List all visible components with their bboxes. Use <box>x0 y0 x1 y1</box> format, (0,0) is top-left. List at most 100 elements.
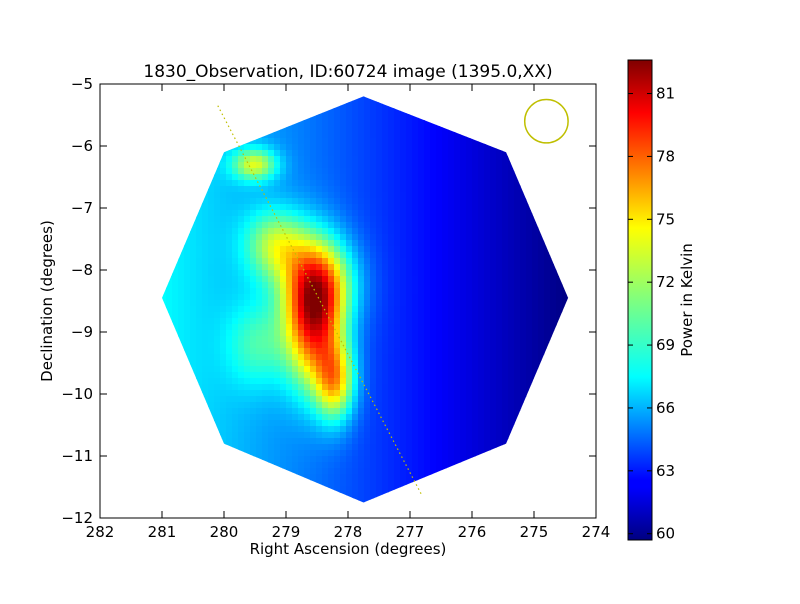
heatmap-cell <box>424 186 431 193</box>
heatmap-cell <box>574 168 581 175</box>
heatmap-cell <box>202 366 209 373</box>
heatmap-cell <box>358 432 365 439</box>
heatmap-cell <box>322 258 329 265</box>
heatmap-cell <box>142 96 149 103</box>
heatmap-cell <box>466 288 473 295</box>
heatmap-cell <box>346 204 353 211</box>
heatmap-cell <box>442 306 449 313</box>
heatmap-cell <box>460 300 467 307</box>
heatmap-cell <box>100 276 107 283</box>
heatmap-cell <box>184 96 191 103</box>
heatmap-cell <box>412 180 419 187</box>
heatmap-cell <box>394 168 401 175</box>
heatmap-cell <box>262 414 269 421</box>
heatmap-cell <box>292 408 299 415</box>
heatmap-cell <box>388 396 395 403</box>
heatmap-cell <box>574 324 581 331</box>
heatmap-cell <box>412 84 419 91</box>
heatmap-cell <box>250 324 257 331</box>
heatmap-cell <box>130 96 137 103</box>
heatmap-cell <box>538 366 545 373</box>
heatmap-cell <box>448 174 455 181</box>
heatmap-cell <box>340 432 347 439</box>
heatmap-cell <box>592 324 599 331</box>
heatmap-cell <box>310 354 317 361</box>
heatmap-cell <box>190 342 197 349</box>
heatmap-cell <box>286 108 293 115</box>
heatmap-cell <box>292 318 299 325</box>
heatmap-cell <box>280 180 287 187</box>
heatmap-cell <box>436 258 443 265</box>
heatmap-cell <box>352 228 359 235</box>
heatmap-cell <box>448 114 455 121</box>
heatmap-cell <box>274 318 281 325</box>
heatmap-cell <box>406 330 413 337</box>
heatmap-cell <box>346 252 353 259</box>
heatmap-cell <box>388 150 395 157</box>
heatmap-cell <box>430 150 437 157</box>
heatmap-cell <box>220 276 227 283</box>
heatmap-cell <box>478 216 485 223</box>
heatmap-cell <box>502 288 509 295</box>
heatmap-cell <box>250 420 257 427</box>
heatmap-cell <box>562 294 569 301</box>
heatmap-cell <box>514 204 521 211</box>
heatmap-cell <box>568 102 569 109</box>
heatmap-cell <box>382 186 389 193</box>
heatmap-cell <box>556 234 563 241</box>
heatmap-cell <box>496 420 503 427</box>
heatmap-cell <box>478 210 485 217</box>
heatmap-cell <box>214 210 221 217</box>
heatmap-cell <box>256 354 263 361</box>
heatmap-cell <box>118 420 125 427</box>
heatmap-cell <box>184 192 191 199</box>
heatmap-cell <box>406 84 413 91</box>
heatmap-cell <box>190 192 197 199</box>
heatmap-cell <box>430 234 437 241</box>
heatmap-cell <box>412 246 419 253</box>
heatmap-cell <box>436 324 443 331</box>
heatmap-cell <box>580 264 587 271</box>
heatmap-cell <box>118 156 125 163</box>
heatmap-cell <box>352 258 359 265</box>
heatmap-cell <box>162 426 167 433</box>
heatmap-cell <box>162 390 167 397</box>
heatmap-cell <box>148 402 155 409</box>
heatmap-cell <box>130 156 137 163</box>
heatmap-cell <box>232 414 239 421</box>
heatmap-cell <box>166 96 173 97</box>
heatmap-cell <box>220 108 227 115</box>
heatmap-cell <box>274 366 281 373</box>
heatmap-cell <box>196 216 203 223</box>
heatmap-cell <box>310 432 317 439</box>
heatmap-cell <box>490 234 497 241</box>
heatmap-cell <box>502 102 509 109</box>
heatmap-cell <box>352 192 359 199</box>
heatmap-cell <box>526 120 533 127</box>
heatmap-cell <box>568 396 569 403</box>
heatmap-cell <box>124 288 131 295</box>
heatmap-cell <box>538 300 545 307</box>
heatmap-cell <box>172 426 179 433</box>
heatmap-cell <box>184 144 191 151</box>
heatmap-cell <box>280 240 287 247</box>
heatmap-cell <box>106 114 113 121</box>
heatmap-cell <box>130 330 137 337</box>
heatmap-cell <box>532 360 539 367</box>
heatmap-cell <box>484 288 491 295</box>
heatmap-cell <box>478 270 485 277</box>
heatmap-cell <box>508 96 515 97</box>
heatmap-cell <box>466 318 473 325</box>
heatmap-cell <box>274 234 281 241</box>
heatmap-cell <box>196 408 203 415</box>
heatmap-cell <box>310 276 317 283</box>
heatmap-cell <box>556 246 563 253</box>
heatmap-cell <box>508 384 515 391</box>
heatmap-cell <box>322 96 329 103</box>
heatmap-cell <box>448 306 455 313</box>
heatmap-cell <box>346 138 353 145</box>
heatmap-cell <box>100 396 107 403</box>
heatmap-cell <box>520 354 527 361</box>
heatmap-cell <box>130 90 137 97</box>
heatmap-cell <box>220 288 227 295</box>
